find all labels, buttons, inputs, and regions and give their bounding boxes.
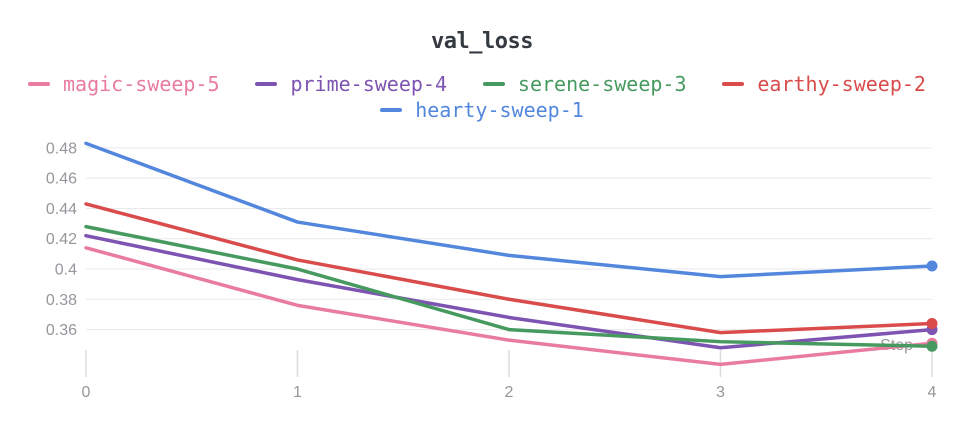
legend-swatch-icon xyxy=(380,108,403,112)
endpoint-earthy-sweep-2[interactable] xyxy=(926,318,938,330)
legend-row-1: magic-sweep-5 prime-sweep-4 serene-sweep-3… xyxy=(0,71,964,97)
legend-swatch-icon xyxy=(722,82,745,86)
legend-item-hearty-sweep-1[interactable]: hearty-sweep-1 xyxy=(380,97,584,123)
line-earthy-sweep-2[interactable] xyxy=(84,202,934,335)
x-tick-label: 1 xyxy=(293,384,302,401)
x-tick-label: 4 xyxy=(928,384,937,401)
legend-item-magic-sweep-5[interactable]: magic-sweep-5 xyxy=(28,71,220,97)
legend-label: hearty-sweep-1 xyxy=(415,98,584,122)
y-tick-label: 0.48 xyxy=(46,140,77,157)
y-tick-label: 0.36 xyxy=(46,322,77,339)
legend-label: prime-sweep-4 xyxy=(290,72,447,96)
line-magic-sweep-5[interactable] xyxy=(84,246,934,367)
x-tick-label: 2 xyxy=(505,384,514,401)
endpoint-hearty-sweep-1[interactable] xyxy=(926,260,938,272)
line-serene-sweep-3[interactable] xyxy=(84,224,934,348)
line-hearty-sweep-1[interactable] xyxy=(84,141,934,279)
legend-label: earthy-sweep-2 xyxy=(757,72,926,96)
y-tick-label: 0.4 xyxy=(55,262,77,279)
legend-label: serene-sweep-3 xyxy=(517,72,687,96)
legend-row-2: hearty-sweep-1 xyxy=(0,97,964,123)
legend-item-serene-sweep-3[interactable]: serene-sweep-3 xyxy=(482,71,687,97)
legend-swatch-icon xyxy=(482,82,505,86)
legend-swatch-icon xyxy=(255,82,278,86)
y-tick-label: 0.46 xyxy=(46,171,77,188)
chart-title: val_loss xyxy=(431,29,533,54)
x-tick-label: 0 xyxy=(82,384,91,401)
legend-item-earthy-sweep-2[interactable]: earthy-sweep-2 xyxy=(722,71,926,97)
y-tick-label: 0.42 xyxy=(46,231,77,248)
legend-label: magic-sweep-5 xyxy=(63,72,220,96)
endpoint-serene-sweep-3[interactable] xyxy=(926,340,938,352)
y-tick-label: 0.44 xyxy=(46,201,77,218)
legend: magic-sweep-5 prime-sweep-4 serene-sweep-3… xyxy=(0,71,964,123)
legend-swatch-icon xyxy=(28,82,50,86)
legend-item-prime-sweep-4[interactable]: prime-sweep-4 xyxy=(255,71,447,97)
x-tick-label: 3 xyxy=(716,384,725,401)
y-tick-label: 0.38 xyxy=(46,292,77,309)
